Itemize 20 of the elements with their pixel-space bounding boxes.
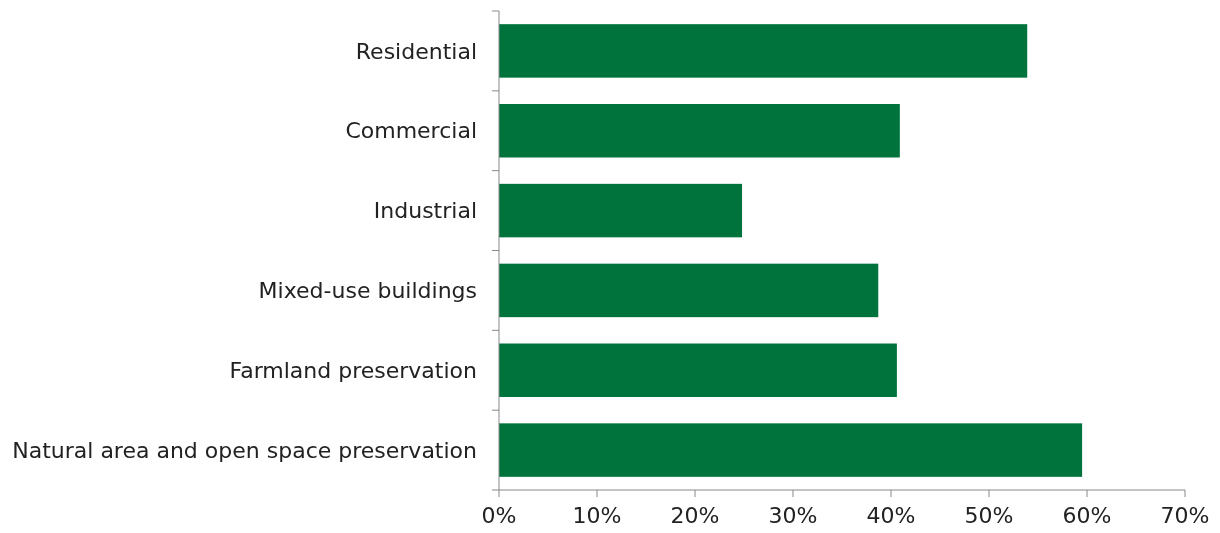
bar: [499, 263, 879, 318]
bar: [499, 183, 743, 238]
y-tick-label: Residential: [355, 38, 477, 64]
bar: [499, 24, 1028, 78]
bar: [499, 104, 900, 158]
bar: [499, 423, 1083, 477]
y-tick-label: Mixed-use buildings: [258, 278, 477, 304]
y-tick-label: Industrial: [373, 198, 477, 224]
x-tick-label: 40%: [866, 503, 916, 528]
y-tick-label: Commercial: [345, 118, 477, 144]
x-tick-label: 30%: [768, 503, 818, 528]
y-tick-label: Natural area and open space preservation: [12, 437, 477, 463]
y-tick-label: Farmland preservation: [229, 357, 477, 383]
x-tick-label: 70%: [1160, 503, 1210, 528]
x-tick-label: 10%: [572, 503, 622, 528]
x-tick-label: 0%: [481, 503, 517, 528]
x-tick-label: 20%: [670, 503, 720, 528]
x-tick-label: 50%: [964, 503, 1014, 528]
x-tick-label: 60%: [1062, 503, 1112, 528]
bar: [499, 343, 897, 397]
